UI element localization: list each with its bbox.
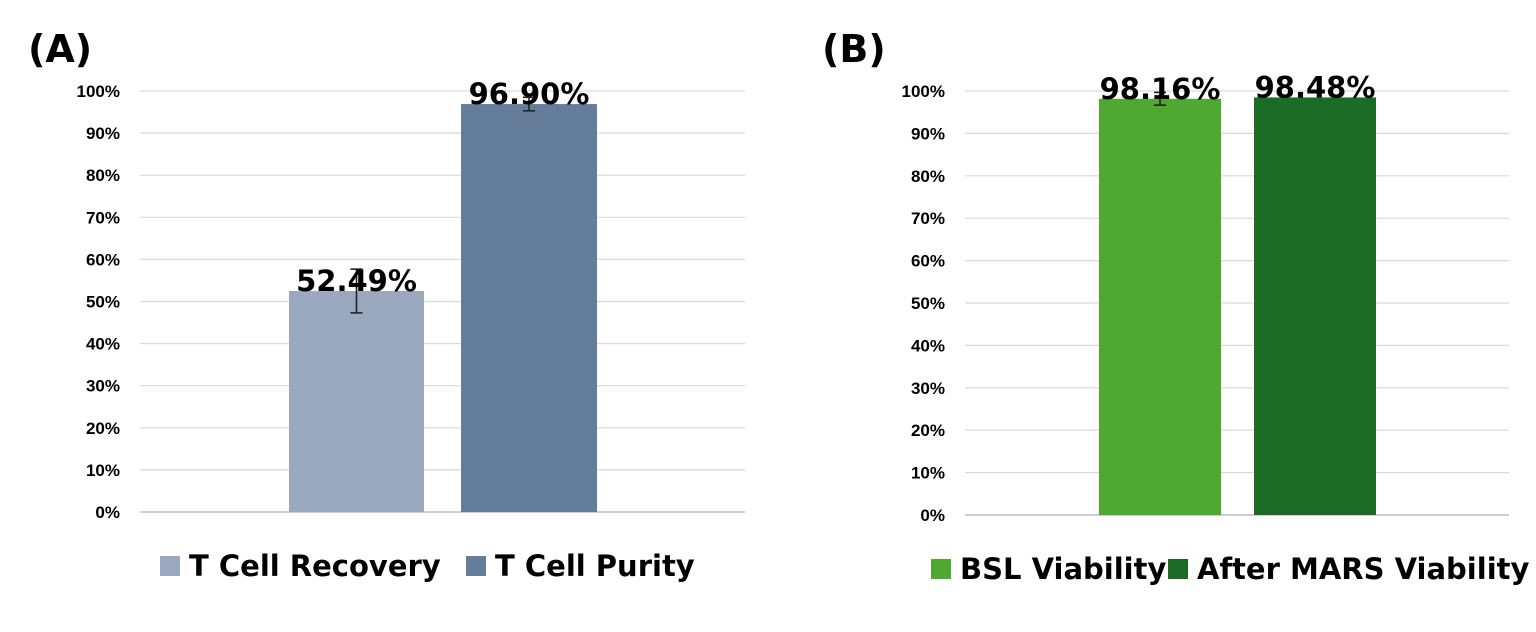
legend-swatch-t-cell-purity	[466, 556, 486, 576]
error-bar-t-cell-purity	[523, 96, 535, 112]
y-tick-label: 60%	[911, 252, 945, 271]
bar-t-cell-recovery	[289, 291, 424, 512]
y-tick-label: 30%	[86, 377, 120, 396]
legend-label-t-cell-recovery: T Cell Recovery	[189, 549, 441, 583]
bar-t-cell-purity	[461, 104, 597, 513]
data-label-after-mars-viability: 98.48%	[1255, 70, 1376, 104]
y-tick-label: 20%	[911, 421, 945, 440]
panel-label-b: (B)	[822, 27, 886, 71]
legend-label-after-mars-viability: After MARS Viability	[1197, 552, 1529, 586]
y-tick-label: 20%	[86, 419, 120, 438]
legend-swatch-after-mars-viability	[1168, 559, 1188, 579]
y-tick-label: 40%	[911, 336, 945, 355]
y-tick-label: 0%	[95, 503, 120, 522]
y-tick-label: 50%	[86, 293, 120, 312]
y-tick-label: 0%	[920, 506, 945, 525]
chart-panel-b: (B) 0% 10% 20% 30% 40% 50% 60% 70% 80% 90% 100% 98.1…	[822, 27, 1529, 586]
y-tick-label: 100%	[902, 82, 945, 101]
bar-after-mars-viability	[1254, 97, 1376, 516]
y-tick-label: 100%	[77, 82, 120, 101]
bar-bsl-viability	[1099, 98, 1221, 515]
legend-swatch-t-cell-recovery	[160, 556, 180, 576]
y-tick-label: 90%	[86, 124, 120, 143]
y-tick-label: 90%	[911, 124, 945, 143]
y-tick-label: 10%	[86, 461, 120, 480]
data-label-t-cell-purity: 96.90%	[469, 77, 590, 111]
data-label-t-cell-recovery: 52.49%	[296, 264, 417, 298]
y-tick-label: 10%	[911, 464, 945, 483]
y-tick-label: 80%	[86, 166, 120, 185]
legend-label-bsl-viability: BSL Viability	[960, 552, 1166, 586]
panel-label-a: (A)	[28, 27, 92, 71]
legend-swatch-bsl-viability	[931, 559, 951, 579]
y-tick-label: 80%	[911, 167, 945, 186]
y-tick-label: 60%	[86, 250, 120, 269]
y-tick-label: 70%	[911, 209, 945, 228]
error-bar-bsl-viability	[1154, 91, 1166, 106]
y-tick-label: 50%	[911, 294, 945, 313]
legend-label-t-cell-purity: T Cell Purity	[495, 549, 695, 583]
y-tick-label: 70%	[86, 208, 120, 227]
data-label-bsl-viability: 98.16%	[1100, 72, 1221, 106]
error-bar-t-cell-recovery	[350, 268, 363, 314]
y-tick-label: 40%	[86, 335, 120, 354]
chart-panel-a: (A) 0% 10% 20% 30% 40% 50% 60% 70% 80% 90% 100% 52.4…	[28, 27, 745, 583]
y-tick-label: 30%	[911, 379, 945, 398]
